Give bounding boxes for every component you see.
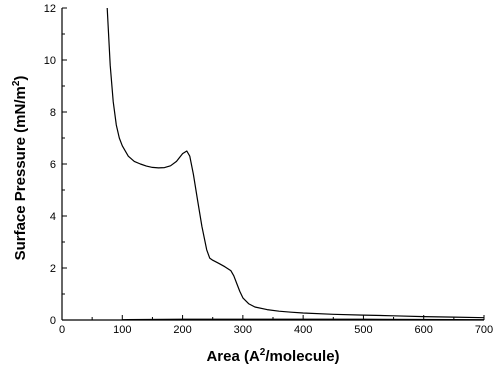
series-line-1 — [106, 7, 485, 319]
y-axis-label: Surface Pressure (mN/m2) — [11, 76, 29, 261]
x-axis-label: Area (A2/molecule) — [206, 347, 339, 365]
chart-series — [106, 7, 485, 321]
y-tick-label: 2 — [50, 263, 56, 275]
x-tick-label: 300 — [234, 324, 252, 336]
x-tick-label: 400 — [294, 324, 312, 336]
x-tick-label: 700 — [475, 324, 493, 336]
x-tick-label: 100 — [113, 324, 131, 336]
x-tick-label: 0 — [59, 324, 65, 336]
y-tick-label: 8 — [50, 107, 56, 119]
x-tick-label: 600 — [415, 324, 433, 336]
y-tick-label: 12 — [44, 3, 56, 15]
y-tick-label: 10 — [44, 55, 56, 67]
x-tick-label: 200 — [173, 324, 191, 336]
y-tick-label: 4 — [50, 211, 56, 223]
chart-ticks: 0 100 200 300 400 500 600 700 0 2 4 6 8 10 12 — [44, 3, 493, 336]
series-line-2 — [122, 318, 485, 321]
x-tick-label: 500 — [354, 324, 372, 336]
chart-axes — [61, 8, 484, 321]
y-tick-label: 6 — [50, 159, 56, 171]
y-tick-label: 0 — [50, 315, 56, 327]
